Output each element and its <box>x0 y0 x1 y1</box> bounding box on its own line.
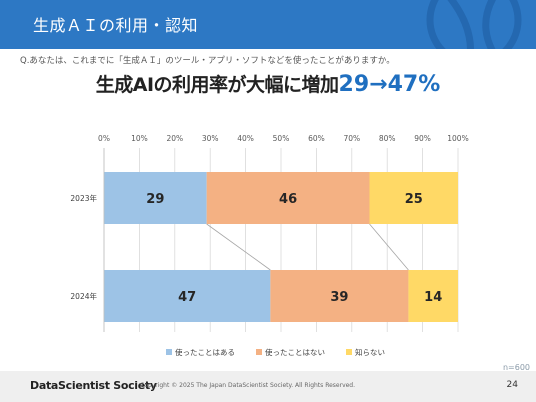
bar-segment <box>270 270 409 322</box>
survey-question: Q.あなたは、これまでに「生成ＡＩ」のツール・アプリ・ソフトなどを使ったことがあ… <box>20 56 395 66</box>
legend-label: 知らない <box>355 347 385 357</box>
legend-swatch <box>166 349 172 355</box>
connector-line <box>369 223 409 271</box>
bar-segment <box>104 172 207 224</box>
headline: 生成AIの利用率が大幅に増加29→47% <box>0 70 536 97</box>
data-label: 25 <box>405 192 423 207</box>
legend-label: 使ったことはある <box>175 347 235 357</box>
x-tick-label: 40% <box>237 134 254 143</box>
bar-segment <box>206 172 370 224</box>
legend-label: 使ったことはない <box>265 347 325 357</box>
x-tick-label: 20% <box>166 134 183 143</box>
y-category-label: 2024年 <box>70 291 97 301</box>
data-label: 39 <box>330 290 348 305</box>
legend-swatch <box>256 349 262 355</box>
data-label: 47 <box>178 290 196 305</box>
legend-swatch <box>346 349 352 355</box>
x-tick-label: 100% <box>447 134 468 143</box>
globe-decoration <box>426 0 522 49</box>
x-tick-label: 60% <box>308 134 325 143</box>
headline-accent: 29→47% <box>338 72 441 97</box>
header-bar: 生成ＡＩの利用・認知 <box>0 0 536 49</box>
bar-segment <box>408 270 458 322</box>
y-category-label: 2023年 <box>70 193 97 203</box>
footer: DataScientist Society Copyright © 2025 T… <box>0 371 536 402</box>
page-number: 24 <box>506 380 518 390</box>
x-tick-label: 0% <box>98 134 110 143</box>
bar-segment <box>104 270 271 322</box>
brand-logo: DataScientist Society <box>30 379 157 392</box>
data-label: 14 <box>424 290 442 305</box>
page-title: 生成ＡＩの利用・認知 <box>33 16 199 35</box>
data-label: 29 <box>146 192 164 207</box>
x-tick-label: 80% <box>379 134 396 143</box>
x-tick-label: 50% <box>273 134 290 143</box>
data-label: 46 <box>279 192 297 207</box>
x-tick-label: 90% <box>414 134 431 143</box>
copyright-text: Copyright © 2025 The Japan DataScientist… <box>140 382 356 389</box>
connector-line <box>206 223 271 271</box>
bar-segment <box>369 172 458 224</box>
x-tick-label: 30% <box>202 134 219 143</box>
x-tick-label: 10% <box>131 134 148 143</box>
sample-size: n=600 <box>502 363 530 372</box>
x-tick-label: 70% <box>343 134 360 143</box>
headline-main: 生成AIの利用率が大幅に増加 <box>95 74 339 96</box>
